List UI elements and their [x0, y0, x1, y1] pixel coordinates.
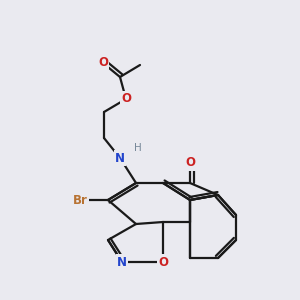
Text: H: H: [134, 143, 142, 153]
Text: N: N: [115, 152, 125, 164]
Text: O: O: [98, 56, 108, 70]
Text: N: N: [117, 256, 127, 268]
Text: O: O: [121, 92, 131, 106]
Text: O: O: [185, 157, 195, 169]
Text: Br: Br: [73, 194, 87, 206]
Text: O: O: [158, 256, 168, 268]
